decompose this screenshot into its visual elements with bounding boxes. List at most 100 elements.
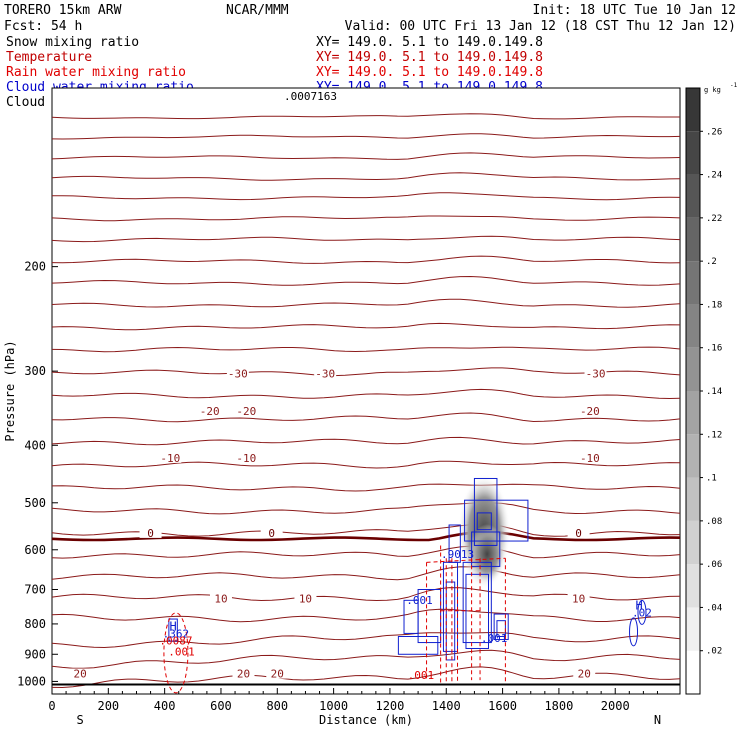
colorbar-step [686,217,700,262]
contour-value-label: .9013 [441,548,474,561]
x-tick-label: 1800 [544,699,573,713]
cloud-water-contour [465,573,490,649]
isotherm-line [51,367,681,377]
colorbar: .02 .04 .06 .08 .1 .12 .14 .16 .18 .2 .22 .24 .26 g k… [685,82,738,695]
temperature-contour-label: 20 [578,668,591,681]
model-title: TORERO 15km ARW [4,3,122,18]
field-range: XY= 149.0. 5.1 to 149.0.149.8 [316,50,543,65]
contour-value-label: .02 [632,607,652,620]
colorbar-unit-exponent: -1 [730,82,738,89]
isotherm-line [51,483,681,492]
x-tick-label: 1000 [319,699,348,713]
y-tick-label: 700 [24,583,46,597]
colorbar-tick-label: .2 [706,257,717,267]
forecast-hour: Fcst: 54 h [4,19,82,34]
valid-time: Valid: 00 UTC Fri 13 Jan 12 (18 CST Thu … [345,19,736,34]
header: TORERO 15km ARW NCAR/MMM Init: 18 UTC Tu… [4,3,736,34]
cloud-water-contour [629,617,639,647]
y-axis-label: Pressure (hPa) [3,340,17,441]
contour-value-label: .001 [168,646,195,659]
y-tick-label: 800 [24,617,46,631]
isotherm-line [51,192,681,201]
cloud-water-contour [397,635,439,655]
colorbar-tick-label: .22 [706,214,722,224]
colorbar-step [686,261,700,305]
x-tick-label: 1400 [432,699,461,713]
colorbar-tick-label: .1 [706,474,717,484]
isotherm-line [51,275,681,286]
isotherm-line [51,172,681,181]
contour-value-label: .362 [163,627,190,640]
cloud-water-contour [445,581,456,661]
colorbar-step [686,564,700,608]
isotherm-line [51,235,681,243]
overlap-label: .0007163 [284,90,337,103]
temperature-contour-label: -20 [580,405,600,418]
temperature-contour-label: 10 [299,593,312,606]
cloud-water-contour [464,499,529,542]
temperature-contour-label: -10 [160,452,180,465]
isotherm-line [51,631,681,649]
plot-frame [51,87,681,695]
y-tick-label: 1000 [17,674,46,688]
isotherm-line [51,113,680,120]
field-range: XY= 149.0. 5.1 to 149.0.149.8 [316,35,543,50]
cloud-water-contour [493,613,509,641]
field-label: Rain water mixing ratio [6,65,186,80]
axes: 0 200 400 600 800 1000 1200 1400 1600 1800 2000200… [3,260,661,727]
contour-value-label: H [169,619,176,633]
init-time: Init: 18 UTC Tue 10 Jan 12 [533,3,737,18]
x-tick-label: 1600 [488,699,517,713]
colorbar-step [686,391,700,435]
field-label: Snow mixing ratio [6,35,139,50]
isotherm-line [51,608,681,623]
colorbar-step [686,304,700,348]
isotherm-line [51,460,681,469]
isotherm-line [51,545,681,559]
contour-value-label: .0087 [159,634,192,647]
temperature-contour-label: -30 [228,368,248,381]
temperature-contour-label: -30 [586,368,606,381]
contour-value-label: .001 [408,669,435,682]
colorbar-unit: g kg [704,86,721,94]
x-tick-label: 200 [97,699,119,713]
rain-water-contour [163,612,189,694]
temperature-contour-label: 10 [572,593,585,606]
plot-area: .0007163 -30 -30 -30 -20 -20 -20 -10 -10 -10 0 0 0 10… [51,87,681,695]
temperature-contour-label: -10 [580,452,600,465]
colorbar-step [686,650,700,694]
temperature-contour-label: 20 [237,668,250,681]
colorbar-step [686,434,700,478]
temperature-contour-label: 0 [147,527,154,540]
colorbar-tick-label: .06 [706,560,722,570]
x-tick-label: 0 [48,699,55,713]
colorbar-step [686,520,700,565]
y-tick-label: 300 [24,364,46,378]
x-axis-label: Distance (km) [319,713,413,727]
colorbar-tick-label: .24 [706,171,722,181]
temperature-contour-label: -30 [315,368,335,381]
colorbar-step [686,131,700,175]
isotherm-line [51,215,681,222]
colorbar-tick-label: .18 [706,300,722,310]
cloud-water-contour [168,618,178,642]
contour-value-label: H [636,598,643,612]
x-axis-end-label-south: S [77,713,84,727]
cloud-water-contour [471,531,501,567]
colorbar-step [686,88,700,132]
temperature-contour-label: -20 [200,405,220,418]
x-tick-label: 1200 [375,699,404,713]
y-tick-label: 500 [24,496,46,510]
colorbar-step [686,347,700,391]
temperature-contour-label: 20 [271,668,284,681]
isotherm-line [51,388,681,400]
isotherm-line [51,436,681,446]
cloud-water-contour [448,524,461,563]
isotherm-line [51,566,681,581]
colorbar-step [686,607,700,651]
colorbar-tick-label: .02 [706,647,722,657]
field-label: Temperature [6,50,92,65]
isotherm-line [51,152,681,160]
y-tick-label: 200 [24,260,46,274]
